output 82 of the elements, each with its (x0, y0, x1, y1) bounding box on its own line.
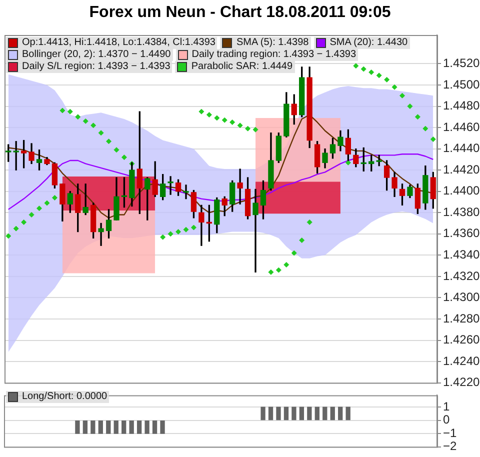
point (114, 147, 120, 153)
point (82, 118, 88, 124)
point (360, 66, 366, 72)
candlestick (252, 188, 258, 273)
point (422, 126, 428, 132)
point (90, 122, 96, 128)
point (28, 212, 34, 218)
y-tick-label: 1.4520 (443, 56, 480, 70)
point (222, 117, 228, 123)
point (299, 238, 305, 244)
point (368, 69, 374, 75)
candlestick (376, 154, 382, 166)
y-tick-label: 0 (443, 412, 450, 427)
point (276, 267, 282, 273)
y-tick-label: 1.4320 (443, 268, 480, 283)
point (384, 76, 390, 82)
point (121, 154, 127, 160)
point (206, 112, 212, 118)
y-tick-label: 1.4500 (443, 77, 480, 92)
y-tick-label: 1.4300 (443, 290, 480, 304)
point (36, 206, 42, 212)
y-tick-label: −1 (443, 426, 458, 440)
point (430, 136, 436, 142)
y-tick-label: 1.4220 (443, 375, 480, 390)
candlestick (237, 168, 243, 204)
y-tick-label: 1.4440 (443, 141, 480, 156)
legend-label: SMA (20): 1.4430 (330, 37, 408, 49)
point (190, 224, 196, 230)
point (407, 104, 413, 110)
legend-label: Daily S/L region: 1.4393 − 1.4393 (22, 61, 170, 73)
point (98, 130, 104, 136)
point (214, 115, 220, 121)
candlestick (183, 184, 189, 200)
y-tick-label: 1.4280 (443, 311, 480, 326)
legend-label: Parabolic SAR: 1.4449 (191, 61, 293, 73)
point (75, 114, 81, 120)
point (44, 200, 50, 206)
point (291, 250, 297, 256)
point (252, 126, 258, 132)
point (399, 92, 405, 98)
point (230, 119, 236, 125)
y-tick-label: 1.4360 (443, 226, 480, 240)
y-tick-label: 1.4420 (443, 162, 480, 176)
point (306, 219, 312, 225)
point (284, 262, 290, 268)
point (268, 269, 274, 275)
legend-label: Long/Short: 0.0000 (22, 391, 108, 403)
point (160, 234, 166, 240)
point (198, 108, 204, 114)
y-tick-label: 1 (443, 399, 450, 414)
point (376, 72, 382, 78)
point (353, 63, 359, 69)
point (183, 226, 189, 232)
point (6, 233, 12, 239)
y-tick-label: 1.4460 (443, 120, 480, 134)
y-tick-label: 1.4340 (443, 247, 480, 262)
chart-title: Forex um Neun - Chart 18.08.2011 09:05 (88, 4, 392, 22)
point (21, 219, 27, 225)
y-tick-label: 1.4480 (443, 98, 480, 113)
candlestick (168, 176, 174, 195)
point (392, 84, 398, 90)
point (106, 138, 112, 144)
legend-label: SMA (5): 1.4398 (236, 37, 309, 49)
y-tick-label: 1.4260 (443, 332, 480, 347)
legend-label: Daily trading region: 1.4393 − 1.4393 (192, 49, 356, 61)
point (245, 126, 251, 132)
candlestick (98, 222, 104, 246)
point (168, 231, 174, 237)
candlestick (198, 204, 204, 246)
y-tick-label: −2 (443, 439, 458, 454)
point (60, 108, 66, 114)
point (67, 108, 73, 114)
point (414, 114, 420, 120)
y-tick-label: 1.4240 (443, 354, 480, 368)
y-tick-label: 1.4400 (443, 184, 480, 198)
legend-label: Op:1.4413, Hi:1.4418, Lo:1.4384, Cl:1.4393 (22, 37, 216, 49)
y-tick-label: 1.4380 (443, 204, 480, 219)
point (13, 226, 19, 232)
point (237, 122, 243, 128)
point (176, 229, 182, 235)
legend-label: Bollinger (20, 2): 1.4370 − 1.4490 (22, 49, 171, 61)
point (52, 194, 58, 200)
